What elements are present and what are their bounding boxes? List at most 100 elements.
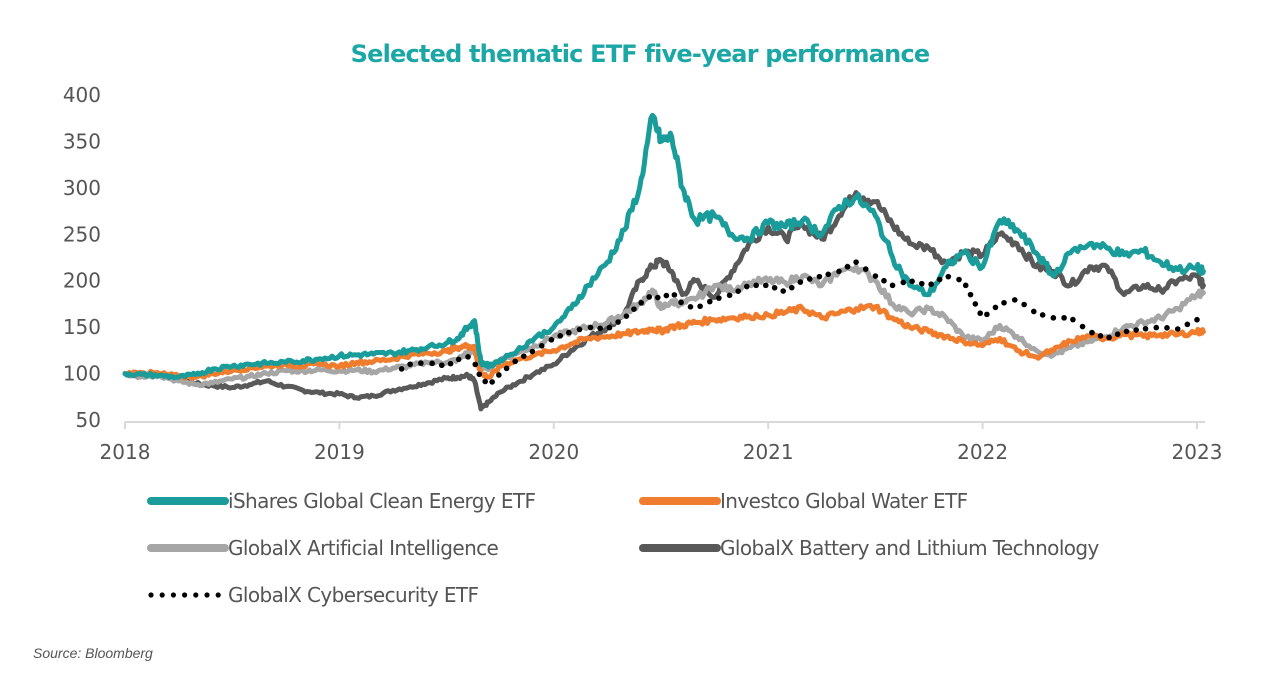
data-point xyxy=(654,294,661,301)
data-point xyxy=(1011,297,1018,303)
legend-item: GlobalX Cybersecurity ETF xyxy=(148,583,479,607)
x-tick-label: 2018 xyxy=(100,440,151,464)
data-point xyxy=(1021,301,1027,308)
x-axis: 2018 2019 2020 2021 2022 2023 xyxy=(100,421,1222,464)
data-point xyxy=(646,294,653,300)
data-point xyxy=(1050,315,1057,321)
data-point xyxy=(623,313,630,319)
data-point xyxy=(576,326,583,333)
data-point xyxy=(631,306,637,312)
data-point xyxy=(503,365,510,372)
data-point xyxy=(1070,316,1076,323)
data-point xyxy=(597,325,603,332)
data-point xyxy=(816,273,823,280)
y-axis: 50 100 150 200 250 300 350 400 xyxy=(63,83,101,432)
data-point xyxy=(771,284,778,291)
legend-swatch-dot xyxy=(215,592,221,598)
series-line-investco-global-water-etf xyxy=(122,302,1206,381)
data-point xyxy=(992,304,999,311)
data-point xyxy=(928,281,934,287)
data-point xyxy=(557,333,564,339)
legend-item: GlobalX Artificial Intelligence xyxy=(147,536,499,560)
data-point xyxy=(512,358,519,365)
legend-swatch-dot xyxy=(170,592,176,598)
data-point xyxy=(872,273,879,279)
data-point xyxy=(489,379,495,385)
data-point xyxy=(862,266,869,272)
data-point xyxy=(1089,329,1095,336)
data-point xyxy=(606,324,613,331)
data-point xyxy=(438,362,445,369)
legend-swatch-dot xyxy=(204,592,210,598)
data-point xyxy=(1142,325,1149,332)
series-layer xyxy=(122,112,1206,412)
data-point xyxy=(889,282,896,289)
data-point xyxy=(956,276,962,283)
data-point xyxy=(984,311,990,318)
y-tick-label: 50 xyxy=(76,408,101,432)
legend-item: GlobalX Battery and Lithium Technology xyxy=(639,536,1100,560)
legend-label: iShares Global Clean Energy ETF xyxy=(228,489,536,513)
data-point xyxy=(716,295,722,301)
data-point xyxy=(447,360,454,367)
data-point xyxy=(762,282,769,289)
data-point xyxy=(900,279,907,286)
data-point xyxy=(638,299,644,306)
legend-label: GlobalX Battery and Lithium Technology xyxy=(720,536,1100,560)
data-point xyxy=(825,271,832,278)
data-point xyxy=(678,299,684,306)
data-point xyxy=(429,360,435,367)
x-tick-label: 2022 xyxy=(957,440,1008,464)
series-line-ishares-global-clean-energy-etf xyxy=(122,112,1206,381)
data-point xyxy=(972,301,979,307)
data-point xyxy=(1106,334,1112,341)
data-point xyxy=(706,298,713,305)
y-tick-label: 150 xyxy=(63,315,101,339)
data-point xyxy=(1123,328,1130,335)
series-line-globalx-battery-and-lithium-technology xyxy=(122,190,1206,412)
data-point xyxy=(418,360,424,366)
data-point xyxy=(1164,325,1170,331)
data-point xyxy=(529,348,536,355)
x-tick-label: 2019 xyxy=(314,440,365,464)
data-point xyxy=(881,277,887,284)
legend-item: Investco Global Water ETF xyxy=(639,489,968,513)
data-point xyxy=(1001,299,1007,306)
x-tick-label: 2020 xyxy=(528,440,579,464)
data-point xyxy=(945,273,952,280)
data-point xyxy=(918,280,925,287)
data-point xyxy=(1114,331,1121,338)
y-tick-label: 400 xyxy=(63,83,101,107)
data-point xyxy=(496,372,502,378)
legend-label: GlobalX Cybersecurity ETF xyxy=(228,583,479,607)
data-point xyxy=(753,282,759,289)
data-point xyxy=(465,354,471,360)
y-tick-label: 100 xyxy=(63,362,101,386)
data-point xyxy=(615,319,621,325)
data-point xyxy=(853,259,859,265)
data-point xyxy=(1039,312,1046,318)
legend-label: GlobalX Artificial Intelligence xyxy=(228,536,499,560)
data-point xyxy=(1030,308,1037,315)
source-note: Source: Bloomberg xyxy=(33,645,153,661)
data-point xyxy=(1194,316,1200,323)
chart-title: Selected thematic ETF five-year performa… xyxy=(350,40,931,68)
legend-item: iShares Global Clean Energy ETF xyxy=(147,489,536,513)
data-point xyxy=(788,284,795,291)
data-point xyxy=(482,378,488,385)
data-point xyxy=(1184,321,1191,328)
data-point xyxy=(671,292,678,298)
data-point xyxy=(566,329,572,336)
data-point xyxy=(663,292,670,299)
series-line-globalx-artificial-intelligence xyxy=(122,263,1206,389)
data-point xyxy=(806,276,813,282)
data-point xyxy=(697,303,703,310)
data-point xyxy=(726,292,733,299)
y-tick-label: 250 xyxy=(63,222,101,246)
legend-label: Investco Global Water ETF xyxy=(720,489,968,513)
data-point xyxy=(455,356,462,363)
legend-swatch-dot xyxy=(148,592,154,598)
y-tick-label: 350 xyxy=(63,129,101,153)
data-point xyxy=(909,278,915,285)
